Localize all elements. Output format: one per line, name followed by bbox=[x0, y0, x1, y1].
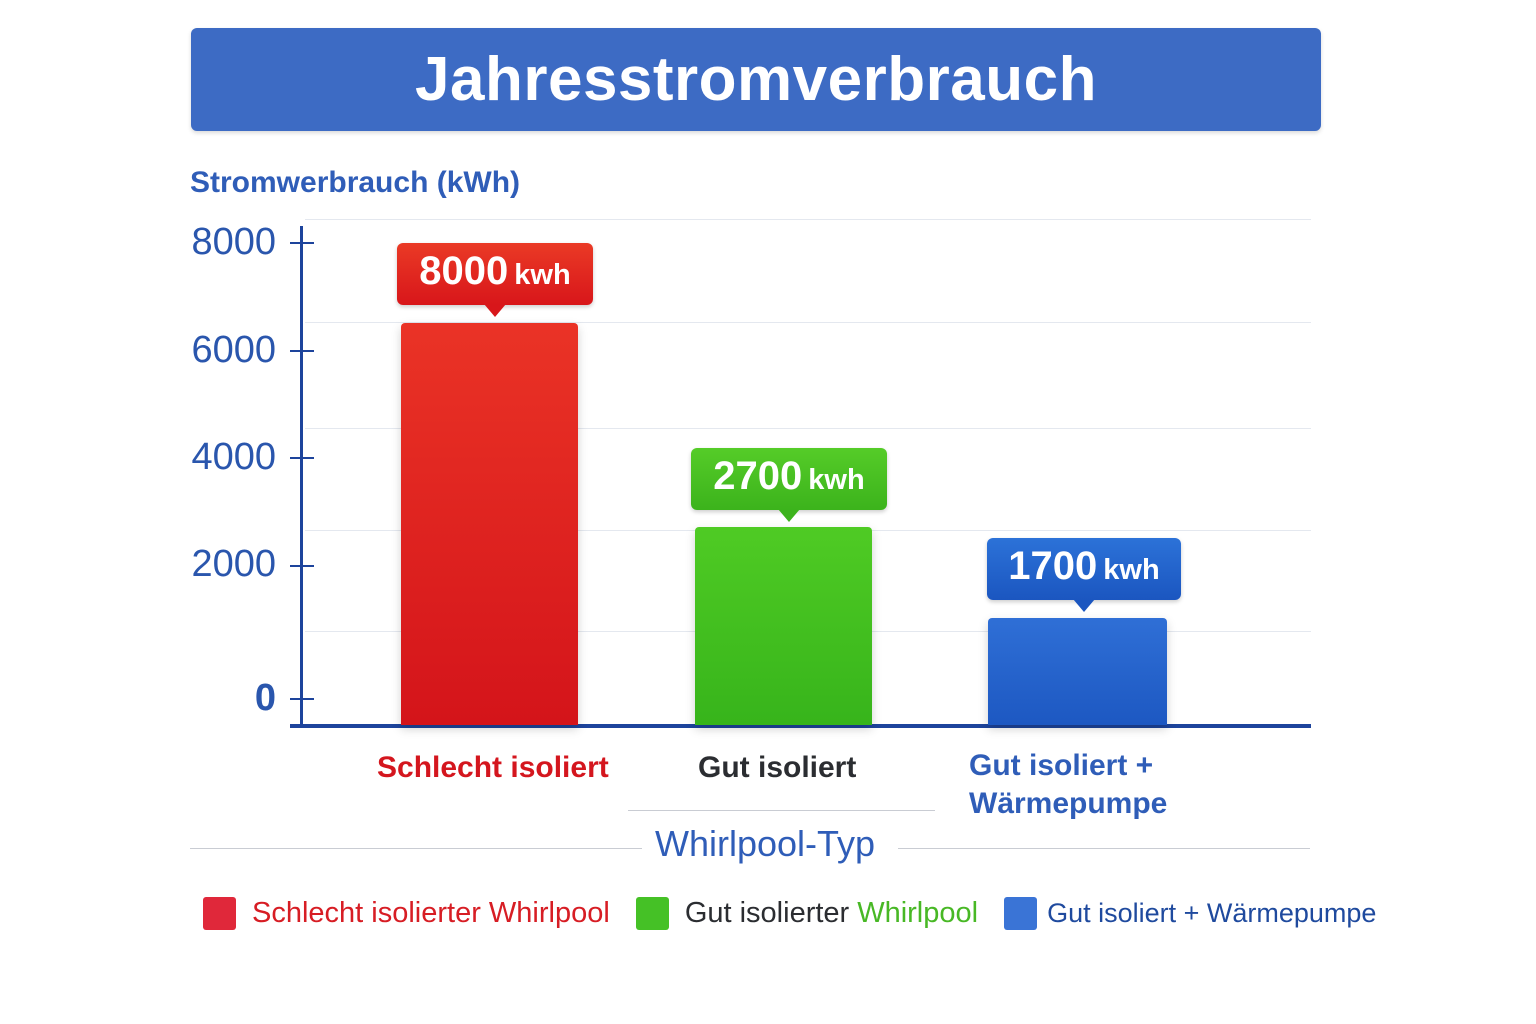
legend-label-suffix: Whirlpool bbox=[857, 897, 979, 929]
data-label-unit: kwh bbox=[1103, 554, 1160, 586]
y-tick bbox=[290, 565, 314, 567]
data-label-value: 1700 bbox=[1008, 544, 1098, 588]
y-tick bbox=[290, 242, 314, 244]
data-label-schlecht-isoliert: 8000 kwh bbox=[397, 243, 593, 317]
data-label-gut-isoliert-waermepumpe: 1700 kwh bbox=[987, 538, 1181, 612]
y-tick-label: 8000 bbox=[191, 221, 276, 263]
data-label-unit: kwh bbox=[514, 259, 571, 291]
x-category-label-line2: Wärmepumpe bbox=[969, 787, 1168, 820]
divider bbox=[628, 810, 935, 811]
y-tick bbox=[290, 698, 314, 700]
legend-label: Gut isoliert + Wärmepumpe bbox=[1047, 898, 1377, 928]
legend-item: Schlecht isolierter Whirlpool bbox=[203, 897, 610, 930]
x-axis-title: Whirlpool-Typ bbox=[655, 823, 876, 864]
x-category-label: Gut isoliert + Wärmepumpe bbox=[969, 747, 1167, 823]
bar-schlecht-isoliert bbox=[401, 323, 578, 725]
bar-gut-isoliert-waermepumpe bbox=[988, 618, 1167, 725]
legend: Schlecht isolierter Whirlpool Gut isolie… bbox=[203, 897, 1376, 930]
y-axis bbox=[300, 226, 303, 728]
gridline bbox=[305, 219, 1311, 220]
data-label-unit: kwh bbox=[808, 464, 865, 496]
legend-item: Gut isoliert + Wärmepumpe bbox=[1004, 897, 1376, 930]
legend-swatch-red bbox=[203, 897, 236, 930]
y-tick-label: 0 bbox=[254, 677, 276, 719]
legend-label: Gut isolierter bbox=[684, 897, 850, 929]
x-axis bbox=[290, 724, 1311, 728]
gridline bbox=[305, 428, 1311, 429]
y-tick bbox=[290, 457, 314, 459]
x-category-label-line1: Gut isoliert + bbox=[969, 749, 1154, 782]
data-label-gut-isoliert: 2700 kwh bbox=[691, 448, 887, 522]
y-tick-label: 4000 bbox=[191, 436, 276, 478]
x-category-label: Gut isoliert bbox=[698, 751, 857, 784]
legend-label: Schlecht isolierter Whirlpool bbox=[252, 897, 610, 929]
legend-swatch-green bbox=[635, 897, 669, 930]
chart-title: Jahresstromverbrauch bbox=[415, 45, 1097, 114]
legend-item: Gut isolierter Whirlpool bbox=[635, 897, 979, 930]
y-tick-label: 6000 bbox=[191, 329, 276, 371]
data-label-value: 8000 bbox=[419, 249, 509, 293]
bar-gut-isoliert bbox=[695, 527, 872, 725]
y-tick-label: 2000 bbox=[191, 543, 276, 585]
gridline bbox=[305, 322, 1311, 323]
legend-swatch-blue bbox=[1004, 897, 1038, 930]
divider bbox=[898, 848, 1310, 849]
y-tick bbox=[290, 350, 314, 352]
chart-title-banner: Jahresstromverbrauch bbox=[191, 28, 1321, 131]
y-axis-title: Stromwerbrauch (kWh) bbox=[190, 166, 521, 199]
data-label-value: 2700 bbox=[713, 454, 803, 498]
divider bbox=[190, 848, 642, 849]
x-category-label: Schlecht isoliert bbox=[377, 751, 609, 784]
